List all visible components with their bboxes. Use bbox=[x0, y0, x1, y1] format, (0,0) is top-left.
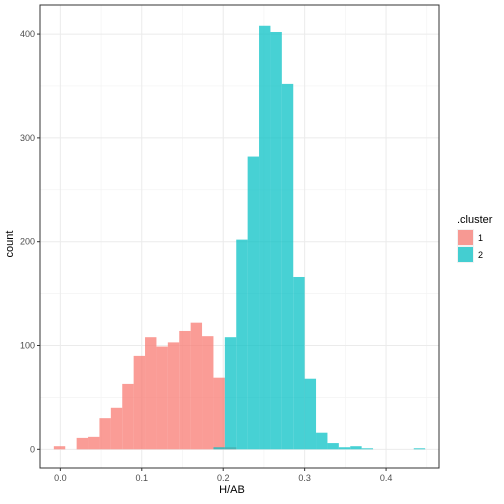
histogram-bar bbox=[247, 156, 260, 450]
plot-panel-border bbox=[39, 4, 440, 469]
histogram-bar bbox=[110, 407, 123, 450]
histogram-bar bbox=[53, 446, 66, 450]
legend: .cluster 1 2 bbox=[457, 214, 493, 263]
histogram-bar bbox=[270, 31, 282, 450]
x-axis-title: H/AB bbox=[219, 484, 245, 496]
histogram-bar bbox=[338, 447, 351, 450]
histogram-bar bbox=[224, 337, 237, 450]
histogram-bar bbox=[281, 83, 294, 450]
histogram-bar bbox=[304, 378, 317, 450]
histogram-bar bbox=[179, 330, 191, 450]
histogram-bars bbox=[53, 25, 426, 450]
histogram-bar bbox=[413, 448, 426, 450]
legend-label: 1 bbox=[478, 233, 483, 243]
histogram-bar bbox=[316, 432, 328, 450]
legend-key-swatch bbox=[458, 247, 473, 262]
legend-item-2: 2 bbox=[457, 246, 483, 263]
series-2-bars bbox=[213, 25, 426, 450]
y-tick-label: 100 bbox=[20, 341, 35, 351]
histogram-bar bbox=[145, 337, 157, 450]
x-tick-label: 0.3 bbox=[298, 473, 311, 483]
x-tick-label: 0.4 bbox=[380, 473, 393, 483]
x-tick-label: 0.1 bbox=[136, 473, 149, 483]
histogram-bar bbox=[327, 443, 339, 450]
y-tick-label: 200 bbox=[20, 237, 35, 247]
histogram-bar bbox=[202, 336, 214, 450]
histogram-bar bbox=[133, 355, 146, 450]
x-tick-label: 0.2 bbox=[217, 473, 230, 483]
y-tick-label: 300 bbox=[20, 133, 35, 143]
histogram-bar bbox=[190, 322, 203, 450]
y-tick-label: 400 bbox=[20, 29, 35, 39]
histogram-bar bbox=[361, 448, 374, 450]
histogram-bar bbox=[350, 446, 362, 450]
y-axis-ticks: 0 100 200 300 400 bbox=[20, 29, 40, 454]
legend-key-swatch bbox=[458, 230, 473, 245]
histogram-bar bbox=[213, 447, 225, 450]
histogram-bar bbox=[76, 437, 89, 450]
legend-item-1: 1 bbox=[457, 229, 483, 246]
histogram-bar bbox=[156, 346, 168, 450]
histogram-bar bbox=[167, 342, 180, 450]
y-axis-title: count bbox=[4, 231, 16, 258]
histogram-bar bbox=[122, 383, 134, 450]
histogram-bar bbox=[99, 418, 111, 450]
histogram-bar bbox=[293, 276, 305, 450]
legend-title: .cluster bbox=[457, 214, 493, 226]
legend-label: 2 bbox=[478, 250, 483, 260]
histogram-bar bbox=[259, 25, 271, 450]
x-axis-ticks: 0.0 0.1 0.2 0.3 0.4 bbox=[54, 468, 392, 483]
histogram-bar bbox=[88, 436, 100, 450]
histogram-bar bbox=[236, 239, 248, 450]
histogram-bar bbox=[213, 377, 225, 450]
x-tick-label: 0.0 bbox=[54, 473, 67, 483]
y-tick-label: 0 bbox=[30, 444, 35, 454]
series-1-bars bbox=[53, 322, 237, 450]
